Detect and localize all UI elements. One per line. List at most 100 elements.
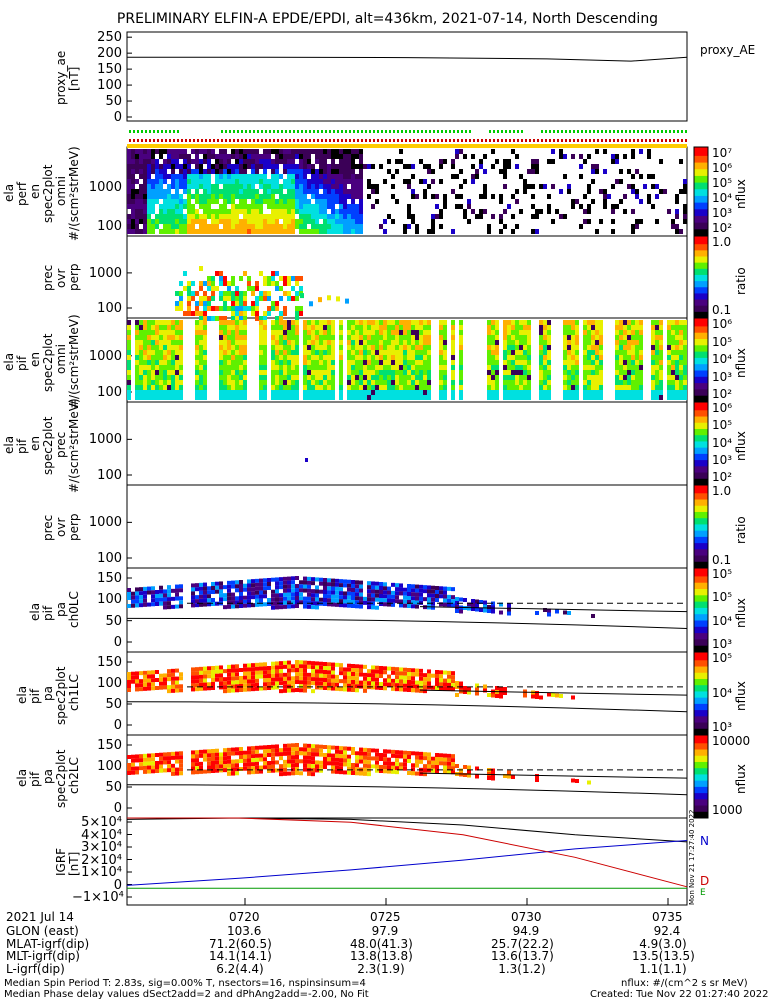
i-omni-cell (287, 360, 291, 365)
pa-cell-7 (283, 676, 287, 681)
pa-cell-6 (431, 585, 435, 590)
pa-cell-7 (267, 678, 271, 682)
i-omni-cell (399, 325, 403, 330)
pa-cell-6 (195, 599, 199, 604)
pa-cell-6 (411, 584, 415, 589)
e-omni-cell (151, 204, 155, 209)
pa-cell-6 (207, 598, 211, 603)
e-omni-cell (211, 169, 215, 174)
pa-cell-6 (283, 588, 287, 593)
i-omni-cell (239, 350, 243, 355)
i-omni-cell (203, 320, 207, 325)
i-omni-cell (403, 320, 407, 325)
pa-cell-6 (247, 603, 251, 608)
pa-cell-6 (179, 584, 183, 589)
i-omni-cell (331, 370, 335, 375)
i-omni-cell (383, 340, 387, 345)
e-omni-cell (239, 229, 243, 234)
i-omni-cell (243, 330, 247, 335)
pa-cell-7 (247, 663, 251, 668)
e-omni-cell (163, 159, 167, 164)
colorbar-cell-7-24 (694, 701, 708, 705)
status-red-dot (361, 139, 363, 142)
e-prec-cell (187, 296, 191, 301)
pa-cell-6 (459, 597, 463, 602)
i-omni-cell (323, 360, 327, 365)
pa-cell-6 (191, 595, 195, 600)
e-omni-cell (339, 179, 343, 184)
status-red-dot (533, 139, 535, 142)
e-omni-cell (355, 229, 359, 234)
colorbar-cell-5-13 (694, 511, 708, 515)
pa-cell-7 (475, 691, 479, 696)
i-omni-cell (679, 365, 683, 370)
i-omni-cell (419, 390, 423, 395)
i-omni-cell (363, 325, 367, 330)
pa-cell-6 (223, 585, 227, 590)
i-omni-cell (443, 330, 447, 335)
i-omni-cell (331, 395, 335, 400)
pa-cell-6 (227, 580, 231, 585)
i-omni-cell (539, 390, 543, 395)
pa-cell-8 (251, 770, 255, 775)
e-omni-cell (295, 149, 299, 154)
colorbar-cell-4-24 (694, 451, 708, 455)
e-omni-cell (223, 169, 227, 174)
e-omni-cell (499, 199, 503, 204)
pa-cell-6 (355, 596, 359, 601)
i-omni-cell (547, 340, 551, 345)
e-omni-cell (355, 179, 359, 184)
i-omni-cell (615, 350, 619, 355)
pa-cell-7 (343, 675, 347, 680)
colorbar-cell-3-2 (694, 322, 708, 325)
pa-cell-6 (339, 583, 343, 588)
i-omni-cell (515, 360, 519, 365)
pa-cell-6 (391, 598, 395, 603)
pa-cell-7 (163, 677, 167, 682)
i-omni-cell (451, 375, 455, 380)
i-omni-cell (439, 320, 443, 325)
pa-cell-7 (199, 686, 203, 691)
i-omni-cell (179, 340, 183, 345)
colorbar-cell-1-31 (694, 215, 708, 219)
e-omni-cell (151, 159, 155, 164)
i-omni-cell (451, 335, 455, 340)
pa-cell-7 (411, 688, 415, 693)
pa-cell-6 (455, 597, 459, 601)
e-omni-cell (235, 224, 239, 229)
e-omni-cell (155, 149, 159, 154)
status-red-dot (269, 139, 271, 142)
i-omni-cell (371, 365, 375, 370)
e-omni-cell (135, 164, 139, 169)
i-omni-cell (567, 360, 571, 365)
e-omni-cell (163, 174, 167, 179)
status-red-dot (357, 139, 359, 142)
pa-cell-6 (383, 586, 387, 591)
e-omni-cell (187, 219, 191, 224)
e-prec-cell (235, 316, 239, 321)
pa-cell-7 (423, 677, 427, 682)
i-omni-cell (327, 370, 331, 375)
pa-cell-7 (307, 664, 311, 669)
e-omni-cell (375, 199, 379, 204)
pa-cell-6 (447, 598, 451, 603)
i-omni-cell (459, 355, 463, 360)
e-omni-cell (207, 204, 211, 209)
i-omni-cell (351, 320, 355, 325)
i-omni-cell (283, 340, 287, 345)
status-green-dot (581, 130, 583, 133)
pa-cell-6 (427, 585, 431, 590)
i-omni-cell (547, 395, 551, 400)
e-omni-cell (471, 174, 475, 179)
pa-cell-7 (127, 688, 131, 692)
e-omni-cell (255, 214, 259, 219)
i-omni-cell (619, 350, 623, 355)
i-omni-cell (323, 325, 327, 330)
igrf-line-N (126, 817, 688, 843)
status-green-dot (649, 130, 651, 133)
i-omni-cell (379, 355, 383, 360)
pa-cell-8 (207, 761, 211, 766)
pa-cell-7 (267, 686, 271, 690)
i-omni-cell (403, 330, 407, 335)
e-omni-cell (275, 169, 279, 174)
